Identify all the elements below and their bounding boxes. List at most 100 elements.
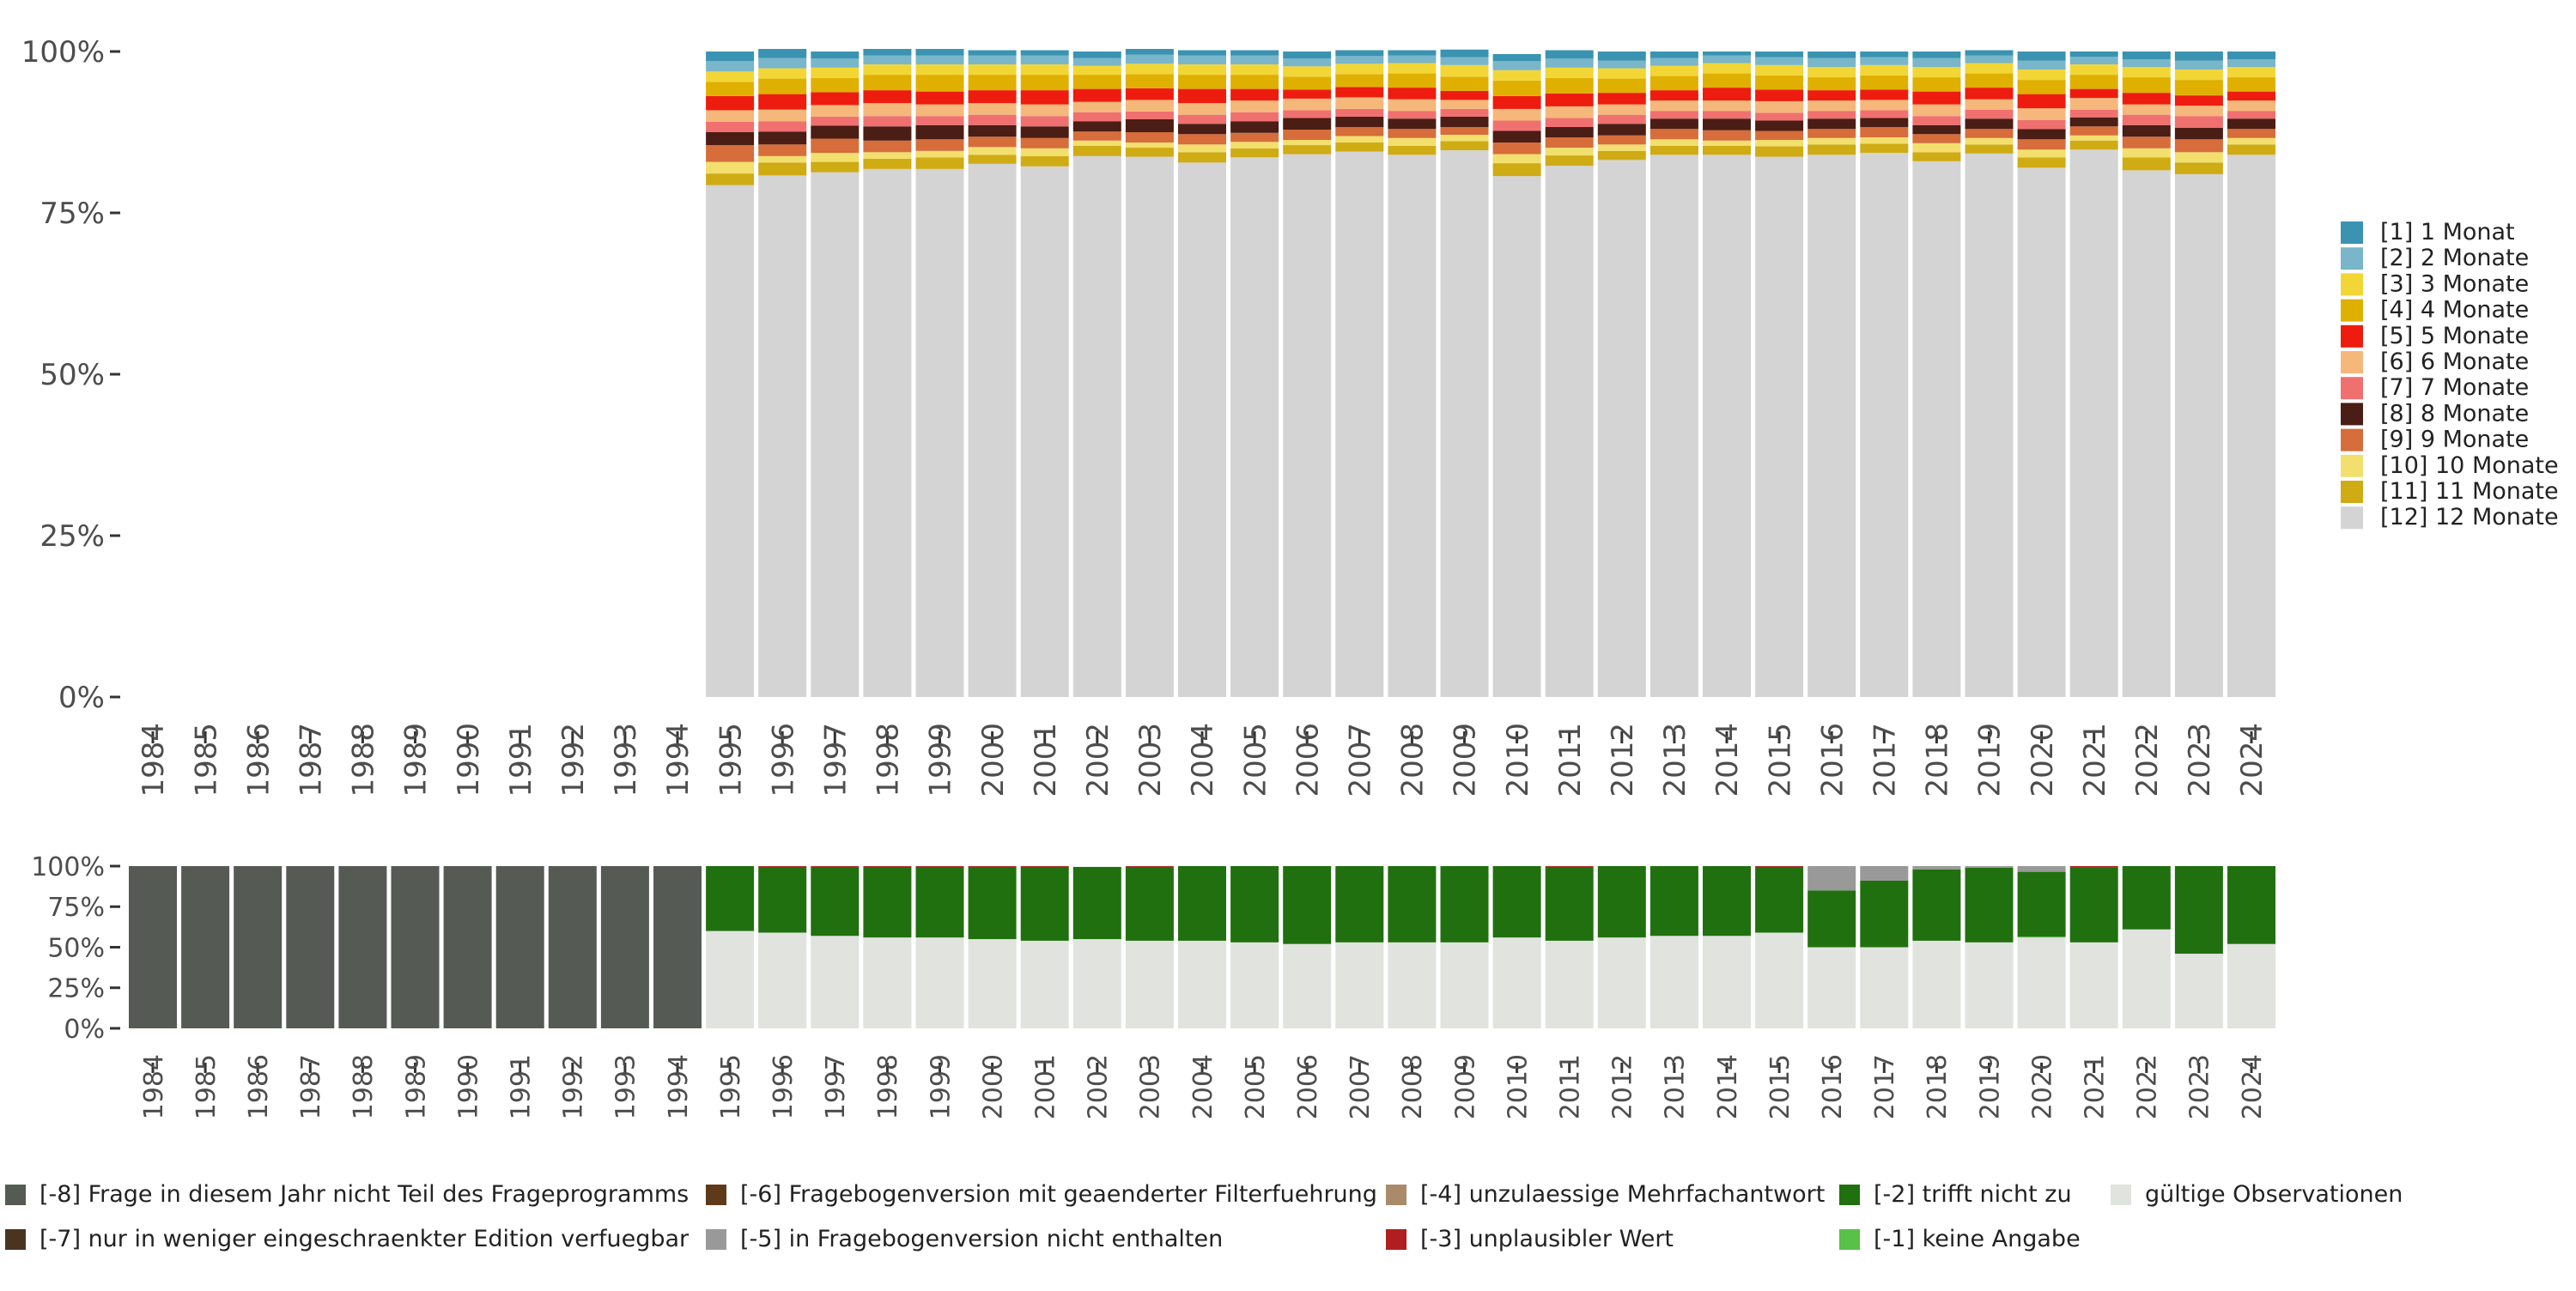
bar-segment bbox=[1649, 52, 1698, 58]
bar-segment bbox=[758, 94, 807, 110]
bar-segment bbox=[2069, 64, 2118, 76]
x-tick-label: 1997 bbox=[819, 723, 854, 797]
bar-segment bbox=[1807, 90, 1856, 101]
bar-segment bbox=[2227, 144, 2275, 155]
bar-segment bbox=[968, 866, 1017, 940]
bar-segment bbox=[863, 866, 912, 867]
x-tick-label: 2002 bbox=[1084, 1054, 1114, 1119]
bar-segment bbox=[811, 58, 860, 68]
bar-segment bbox=[863, 48, 912, 56]
bar-segment bbox=[863, 140, 912, 153]
bar-segment bbox=[234, 866, 283, 1028]
x-tick-label: 1992 bbox=[559, 1054, 589, 1119]
x-tick-label: 1996 bbox=[769, 1054, 799, 1119]
bar-segment bbox=[1755, 64, 1804, 76]
bar-segment bbox=[1649, 90, 1698, 101]
bar-segment bbox=[2017, 866, 2066, 872]
bar-segment bbox=[2174, 106, 2223, 117]
bar-segment bbox=[915, 55, 964, 65]
bar-segment bbox=[915, 150, 964, 158]
x-tick-label: 2020 bbox=[2026, 723, 2060, 797]
bar-segment bbox=[1492, 108, 1541, 121]
bar-segment bbox=[1440, 108, 1489, 117]
x-tick-label: 2023 bbox=[2185, 1054, 2215, 1119]
bar-segment bbox=[1230, 942, 1279, 1028]
x-tick-label: 2016 bbox=[1818, 1054, 1848, 1119]
bar-segment bbox=[1283, 58, 1332, 67]
bar-segment bbox=[1072, 101, 1121, 112]
bar-segment bbox=[2017, 139, 2066, 150]
x-tick-label: 2010 bbox=[1503, 1054, 1533, 1119]
x-tick-label: 2023 bbox=[2183, 723, 2217, 797]
bar-segment bbox=[758, 131, 807, 145]
bar-segment bbox=[1597, 160, 1646, 697]
bar-segment bbox=[1912, 52, 1961, 58]
bar-segment bbox=[1807, 118, 1856, 130]
x-tick-label: 1985 bbox=[189, 723, 223, 797]
bar-segment bbox=[968, 155, 1017, 164]
x-tick-label: 1995 bbox=[716, 1054, 746, 1119]
legend-label: [2] 2 Monate bbox=[2380, 245, 2529, 271]
bar-segment bbox=[1860, 100, 1909, 111]
bar-segment bbox=[653, 866, 702, 1028]
bar-segment bbox=[1492, 142, 1541, 155]
bar-segment bbox=[2227, 67, 2275, 78]
x-tick-label: 2015 bbox=[1765, 1054, 1795, 1119]
bar-segment bbox=[2017, 94, 2066, 109]
bar-segment bbox=[758, 155, 807, 163]
bar-segment bbox=[915, 116, 964, 125]
x-tick-label: 2019 bbox=[1975, 1054, 2005, 1119]
bar-segment bbox=[968, 50, 1017, 56]
bar-segment bbox=[1388, 942, 1437, 1028]
bar-segment bbox=[1912, 116, 1961, 125]
bar-segment bbox=[1703, 145, 1751, 155]
bar-segment bbox=[1283, 129, 1332, 141]
bar-segment bbox=[1755, 112, 1804, 121]
bar-segment bbox=[1440, 150, 1489, 697]
bar-segment bbox=[2017, 157, 2066, 168]
bar-segment bbox=[1545, 166, 1594, 697]
bar-segment bbox=[968, 866, 1017, 867]
bar-segment bbox=[2017, 108, 2066, 120]
bar-segment bbox=[1597, 144, 1646, 151]
legend-swatch bbox=[2341, 273, 2363, 296]
x-tick-label: 2010 bbox=[1501, 723, 1535, 797]
y-tick-label: 25% bbox=[39, 519, 105, 554]
bar-segment bbox=[2017, 871, 2066, 937]
bar-segment bbox=[2069, 57, 2118, 65]
bar-segment bbox=[1703, 118, 1751, 130]
bar-segment bbox=[968, 939, 1017, 1028]
legend-label: [9] 9 Monate bbox=[2380, 427, 2529, 453]
bar-segment bbox=[181, 866, 230, 1028]
x-tick-label: 1997 bbox=[821, 1054, 851, 1119]
bar-segment bbox=[2122, 866, 2171, 930]
x-tick-label: 2013 bbox=[1661, 1054, 1691, 1119]
bar-segment bbox=[1965, 942, 2014, 1028]
bar-segment bbox=[2069, 52, 2118, 58]
bar-segment bbox=[1597, 124, 1646, 136]
bar-segment bbox=[2174, 954, 2223, 1028]
legend-swatch bbox=[2341, 377, 2363, 400]
bar-segment bbox=[2069, 942, 2118, 1028]
bar-segment bbox=[863, 75, 912, 91]
bar-segment bbox=[1178, 866, 1226, 941]
legend-label: gültige Observationen bbox=[2145, 1181, 2403, 1208]
bar-segment bbox=[1703, 155, 1751, 697]
bar-segment bbox=[706, 173, 755, 185]
bar-segment bbox=[2122, 148, 2171, 158]
legend-swatch bbox=[706, 1185, 726, 1205]
bar-segment bbox=[2174, 127, 2223, 140]
bar-segment bbox=[1649, 155, 1698, 697]
bar-segment bbox=[1860, 89, 1909, 100]
bar-segment bbox=[1807, 144, 1856, 155]
bar-segment bbox=[1440, 76, 1489, 91]
bar-segment bbox=[811, 866, 860, 936]
bar-segment bbox=[863, 90, 912, 104]
bar-segment bbox=[811, 105, 860, 117]
bar-segment bbox=[2122, 93, 2171, 105]
bar-segment bbox=[2017, 167, 2066, 698]
x-tick-label: 1987 bbox=[296, 1054, 326, 1119]
bar-segment bbox=[1807, 52, 1856, 58]
bar-segment bbox=[1649, 145, 1698, 155]
legend-swatch bbox=[2341, 299, 2363, 322]
